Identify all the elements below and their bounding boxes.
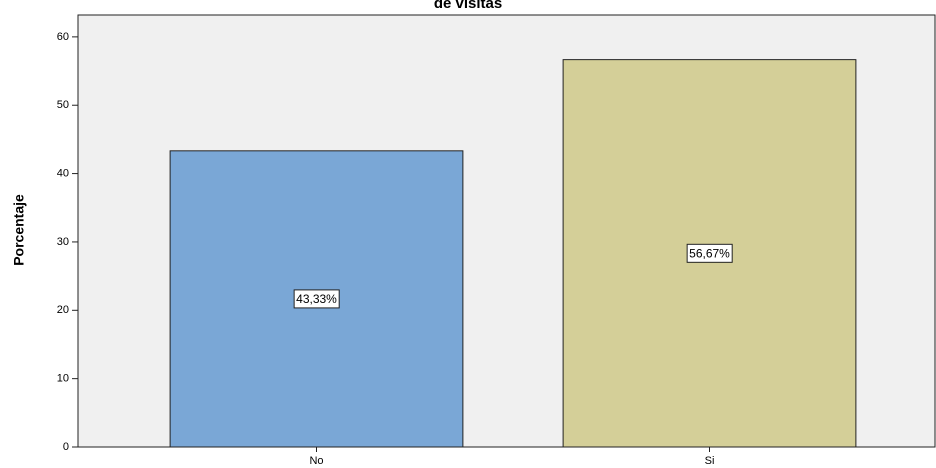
value-label-box [293, 289, 340, 309]
y-tick-label: 50 [57, 99, 69, 111]
y-tick-label: 30 [57, 236, 69, 248]
value-label: 43,33% [296, 292, 337, 306]
y-axis-label: Porcentaje [11, 194, 27, 266]
y-tick-label: 60 [57, 31, 69, 43]
value-label-box [686, 243, 733, 263]
chart-title: de visitas [434, 0, 502, 12]
y-tick-label: 40 [57, 167, 69, 179]
y-tick-label: 20 [57, 304, 69, 316]
x-tick-label: Si [705, 455, 715, 467]
x-tick-label: No [309, 455, 323, 467]
y-tick-label: 0 [63, 441, 69, 453]
y-tick-label: 10 [57, 373, 69, 385]
value-label: 56,67% [689, 246, 730, 260]
bar [562, 59, 857, 448]
